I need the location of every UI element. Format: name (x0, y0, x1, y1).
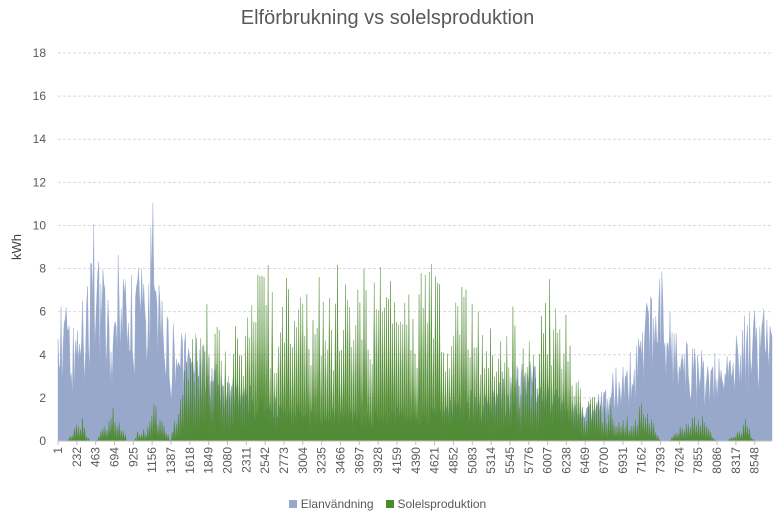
y-tick-label: 10 (33, 218, 47, 232)
x-tick-label: 2773 (277, 447, 291, 474)
y-tick-label: 14 (33, 132, 47, 146)
x-tick-label: 3466 (333, 447, 347, 474)
y-axis-title: kWh (9, 234, 24, 260)
x-tick-label: 1 (51, 447, 65, 454)
x-tick-label: 6469 (578, 447, 592, 474)
x-tick-label: 3004 (296, 447, 310, 474)
x-tick-label: 5083 (465, 447, 479, 474)
x-tick-label: 6238 (559, 447, 573, 474)
y-tick-label: 4 (39, 348, 46, 362)
x-tick-label: 1618 (183, 447, 197, 474)
legend: Elanvändning Solelsproduktion (0, 497, 775, 511)
x-tick-label: 3697 (352, 447, 366, 474)
x-tick-label: 7393 (654, 447, 668, 474)
y-tick-label: 6 (39, 305, 46, 319)
x-tick-label: 1849 (202, 447, 216, 474)
x-tick-label: 2311 (239, 447, 253, 473)
x-tick-label: 7624 (672, 447, 686, 474)
x-tick-label: 4390 (409, 447, 423, 474)
y-tick-label: 16 (33, 89, 47, 103)
x-tick-label: 5776 (522, 447, 536, 474)
y-tick-label: 8 (39, 262, 46, 276)
x-tick-label: 925 (126, 447, 140, 467)
series-area-solelsproduktion (58, 264, 772, 442)
y-tick-label: 12 (33, 175, 47, 189)
x-tick-label: 6007 (541, 447, 555, 474)
x-tick-label: 463 (89, 447, 103, 467)
x-tick-label: 7855 (691, 447, 705, 474)
x-tick-label: 3928 (371, 447, 385, 474)
x-tick-label: 8317 (729, 447, 743, 474)
x-tick-label: 1156 (145, 447, 159, 473)
x-tick-label: 6700 (597, 447, 611, 474)
x-tick-label: 2080 (220, 447, 234, 474)
x-tick-label: 4159 (390, 447, 404, 474)
series-layer (57, 203, 773, 442)
legend-item-solelsproduktion: Solelsproduktion (385, 497, 487, 511)
legend-label-solelsproduktion: Solelsproduktion (397, 497, 487, 511)
x-tick-label: 5314 (484, 447, 498, 474)
x-tick-label: 6931 (616, 447, 630, 474)
x-tick-label: 7162 (635, 447, 649, 474)
x-tick-label: 3235 (315, 447, 329, 474)
x-tick-label: 4852 (446, 447, 460, 474)
legend-item-elanvandning: Elanvändning (288, 497, 374, 511)
x-tick-label: 8548 (748, 447, 762, 474)
legend-label-elanvandning: Elanvändning (300, 497, 374, 511)
x-tick-label: 1387 (164, 447, 178, 474)
x-tick-label: 4621 (428, 447, 442, 474)
x-tick-label: 694 (107, 447, 121, 467)
x-tick-label: 5545 (503, 447, 517, 474)
x-tick-label: 2542 (258, 447, 272, 474)
x-tick-label: 232 (70, 447, 84, 467)
y-tick-label: 2 (39, 391, 46, 405)
y-tick-label: 18 (33, 46, 47, 60)
legend-swatch-solelsproduktion (385, 500, 394, 508)
y-tick-label: 0 (39, 434, 46, 448)
x-tick-label: 8086 (710, 447, 724, 474)
chart-title: Elförbrukning vs solelsproduktion (240, 7, 535, 29)
legend-swatch-elanvandning (288, 500, 297, 508)
